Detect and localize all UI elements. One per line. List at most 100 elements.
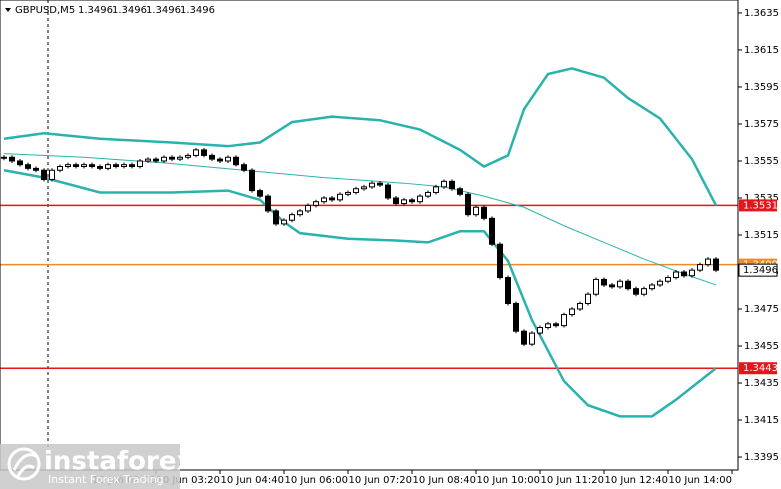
candle [601,278,607,286]
y-tick-label: 1.3535 [744,193,779,204]
candle [417,195,423,203]
level-label-bg [739,199,777,212]
candle [25,164,31,169]
candle [585,293,591,304]
candle [321,197,327,203]
candle [81,164,87,168]
candle [169,156,175,160]
candle [569,308,575,316]
ohlc-value: 1.3496 [112,5,147,16]
candle [609,284,615,288]
candle [137,160,143,168]
candle [657,280,663,286]
y-tick-label: 1.3455 [744,341,779,352]
candle [9,156,15,162]
candle [641,288,647,295]
candle [289,214,295,221]
candle [689,269,695,277]
candle [105,164,111,169]
candle [489,217,495,245]
candle [537,327,543,334]
candle [145,158,151,162]
candle [409,199,415,203]
candle [465,193,471,216]
watermark-brand: instaforex [44,447,194,477]
x-tick-label: 10 Jun 12:40 [604,475,668,486]
candle [209,154,215,160]
candle [561,314,567,327]
candle [449,180,455,190]
candle [521,330,527,345]
y-tick-label: 1.3615 [744,45,779,56]
ohlc-value: 1.3496 [78,5,113,16]
candle [361,186,367,190]
candle [129,164,135,168]
candle [433,186,439,193]
plot-area [0,67,738,418]
y-tick-label: 1.3475 [744,304,779,315]
candle [625,280,631,290]
candle [713,258,719,271]
candle [201,149,207,156]
candle [345,191,351,195]
candle [505,277,511,304]
candle [249,169,255,192]
ohlc-value: 1.3496 [180,5,215,16]
candle [497,243,503,279]
level-label-bg [739,362,777,375]
x-tick-label: 10 Jun 10:00 [476,475,540,486]
y-tick-label: 1.3595 [744,82,779,93]
candle [593,278,599,295]
candle [121,164,127,168]
candle [385,184,391,199]
candle [57,166,63,171]
logo-ring [7,447,41,481]
candle [481,206,487,219]
candle [553,323,559,327]
candle [681,271,687,277]
candle [425,191,431,197]
candle [673,271,679,279]
candle [337,193,343,201]
candle [225,156,231,162]
candle [513,302,519,332]
y-tick-label: 1.3635 [744,8,779,19]
candle [393,197,399,205]
candle [617,280,623,288]
candle [665,277,671,282]
candle [233,156,239,166]
indicator-line [3,67,718,206]
candle [377,182,383,186]
current-price-bg [738,263,778,277]
y-tick-label: 1.3415 [744,415,779,426]
candle [313,201,319,206]
candle [329,197,335,201]
header: GBPUSD,M5 1.3496 1.3496 1.3496 1.3496 [5,5,215,16]
current-price-label: 1.3496 [743,265,778,276]
candle [577,302,583,310]
y-tick-label: 1.3435 [744,378,779,389]
candle [65,164,71,168]
candle [241,164,247,171]
candle [17,160,23,166]
header-icon [5,8,11,12]
candle [369,182,375,188]
candle [649,284,655,290]
candle [353,188,359,193]
logo-swoosh [12,453,37,477]
candle [49,169,55,180]
candle [705,258,711,266]
watermark: instaforex Instant Forex Trading [0,444,194,489]
x-tick-label: 10 Jun 07:20 [348,475,412,486]
symbol: GBPUSD,M5 [15,5,75,16]
candle [33,167,39,171]
y-tick-label: 1.3395 [744,452,779,463]
watermark-tagline: Instant Forex Trading [48,473,164,486]
candle [457,188,463,195]
candle [305,204,311,212]
candle [265,195,271,212]
candle [73,164,79,168]
level-label: 1.3443 [743,363,778,374]
